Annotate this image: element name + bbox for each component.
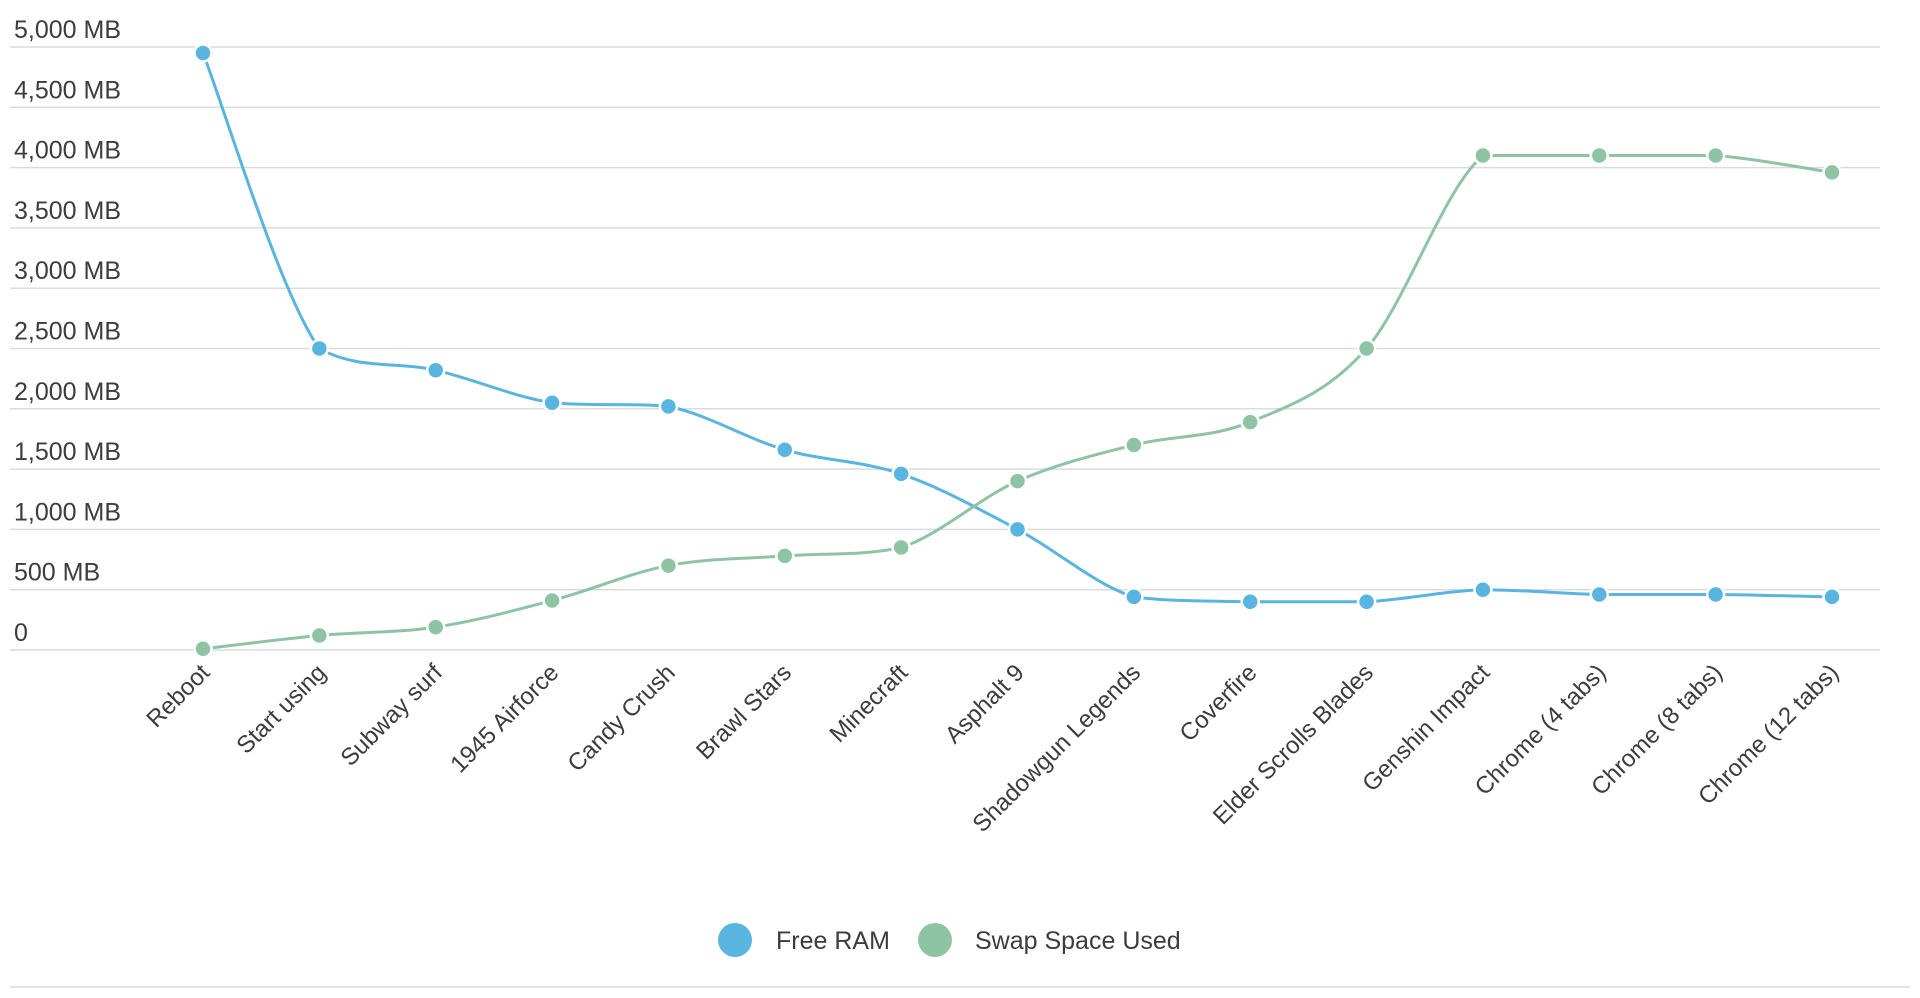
data-point[interactable] [1124,587,1144,607]
x-tick-label: Coverfire [1175,659,1263,747]
data-point[interactable] [1356,338,1377,359]
legend-label[interactable]: Free RAM [776,927,890,955]
y-tick-label: 1,500 MB [14,438,121,466]
series-line-1 [202,154,1833,651]
data-point[interactable] [1007,519,1028,540]
data-point[interactable] [1589,584,1610,605]
y-tick-label: 5,000 MB [14,16,121,44]
x-tick-label: Reboot [141,659,215,733]
y-tick-label: 1,000 MB [14,498,121,526]
data-point[interactable] [542,393,562,413]
data-point[interactable] [1822,162,1842,183]
data-point[interactable] [658,555,679,576]
series-line-0 [201,52,1833,604]
x-tick-label: 1945 Airforce [445,659,564,778]
x-tick-label: Asphalt 9 [940,659,1030,749]
x-tick-label: Minecraft [825,659,914,748]
y-axis-tick-labels: 0 500 MB 1,000 MB 1,500 MB 2,000 MB 2,500 MB 3… [14,16,121,647]
data-point[interactable] [425,360,446,380]
data-point[interactable] [1473,579,1493,600]
data-point[interactable] [309,625,330,646]
data-point[interactable] [309,338,330,359]
y-tick-label: 0 [14,619,28,647]
data-point[interactable] [775,440,795,460]
legend-label[interactable]: Swap Space Used [975,927,1181,955]
legend: Free RAM Swap Space Used [718,923,1181,957]
y-tick-label: 4,500 MB [14,76,121,104]
data-point[interactable] [1473,145,1493,166]
data-point[interactable] [1124,435,1144,455]
data-point[interactable] [1589,145,1610,166]
data-point[interactable] [193,43,213,63]
data-point[interactable] [1007,471,1028,491]
legend-swatch[interactable] [918,923,952,957]
gridlines [10,46,1880,651]
data-point[interactable] [658,396,679,417]
data-point[interactable] [1240,592,1260,612]
legend-swatch[interactable] [718,923,752,957]
x-tick-label: Subway surf [335,659,448,772]
data-point[interactable] [193,639,213,659]
data-points [193,43,1842,659]
data-point[interactable] [775,546,795,566]
y-tick-label: 2,000 MB [14,378,121,406]
data-point[interactable] [891,464,911,484]
data-point[interactable] [1705,584,1726,605]
x-tick-label: Start using [231,659,331,759]
y-tick-label: 500 MB [14,559,100,587]
data-point[interactable] [891,537,911,558]
y-tick-label: 2,500 MB [14,318,121,346]
x-tick-label: Brawl Stars [691,659,797,765]
data-point[interactable] [1240,412,1260,432]
data-point[interactable] [1705,145,1726,166]
x-tick-label: Candy Crush [563,659,681,777]
series-lines [201,52,1833,651]
data-point[interactable] [1356,592,1377,612]
data-point[interactable] [1822,587,1842,607]
y-tick-label: 3,500 MB [14,197,121,225]
data-point[interactable] [542,590,562,611]
data-point[interactable] [425,617,446,637]
y-tick-label: 3,000 MB [14,257,121,285]
y-tick-label: 4,000 MB [14,137,121,165]
